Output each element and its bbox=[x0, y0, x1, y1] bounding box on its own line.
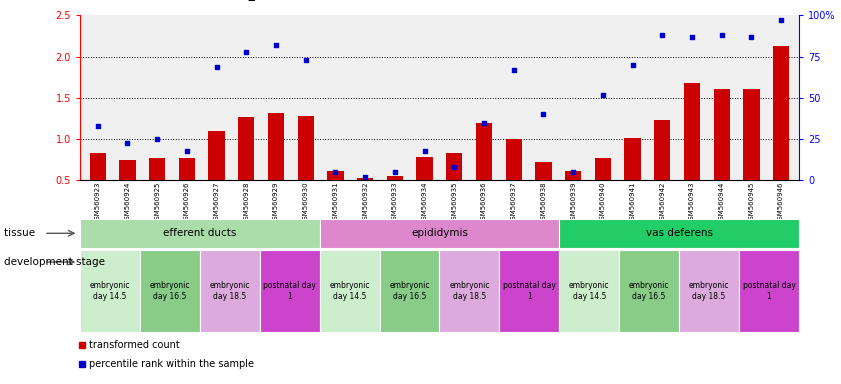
Bar bbox=[619, 250, 679, 332]
Bar bbox=[535, 162, 552, 180]
Bar bbox=[320, 219, 559, 248]
Point bbox=[91, 123, 104, 129]
Point bbox=[121, 139, 135, 146]
Point bbox=[596, 91, 610, 98]
Bar bbox=[80, 219, 320, 248]
Bar bbox=[327, 171, 344, 180]
Bar bbox=[565, 170, 581, 180]
Bar bbox=[80, 250, 140, 332]
Bar bbox=[773, 46, 790, 180]
Bar bbox=[595, 158, 611, 180]
Point bbox=[775, 17, 788, 23]
Bar bbox=[267, 113, 284, 180]
Text: postnatal day
1: postnatal day 1 bbox=[503, 281, 556, 301]
Bar bbox=[446, 153, 463, 180]
Point bbox=[151, 136, 164, 142]
Bar bbox=[739, 250, 799, 332]
Bar bbox=[238, 117, 255, 180]
Point bbox=[626, 62, 639, 68]
Text: embryonic
day 16.5: embryonic day 16.5 bbox=[150, 281, 190, 301]
Point bbox=[358, 174, 372, 180]
Bar bbox=[505, 139, 522, 180]
Bar bbox=[559, 250, 619, 332]
Point bbox=[180, 148, 193, 154]
Bar bbox=[178, 158, 195, 180]
Point bbox=[744, 34, 758, 40]
Bar bbox=[654, 120, 670, 180]
Bar bbox=[559, 219, 799, 248]
Text: vas deferens: vas deferens bbox=[646, 228, 712, 238]
Text: postnatal day
1: postnatal day 1 bbox=[743, 281, 796, 301]
Bar bbox=[260, 250, 320, 332]
Bar bbox=[416, 157, 433, 180]
Point bbox=[389, 169, 402, 175]
Point bbox=[685, 34, 699, 40]
Text: embryonic
day 18.5: embryonic day 18.5 bbox=[689, 281, 729, 301]
Bar bbox=[476, 123, 492, 180]
Text: percentile rank within the sample: percentile rank within the sample bbox=[89, 359, 254, 369]
Point bbox=[507, 67, 521, 73]
Point bbox=[210, 63, 224, 70]
Point bbox=[715, 32, 728, 38]
Bar bbox=[439, 250, 500, 332]
Bar bbox=[119, 160, 135, 180]
Bar bbox=[624, 137, 641, 180]
Bar bbox=[387, 175, 403, 180]
Text: embryonic
day 14.5: embryonic day 14.5 bbox=[90, 281, 130, 301]
Bar bbox=[357, 178, 373, 180]
Point bbox=[269, 42, 283, 48]
Bar bbox=[89, 153, 106, 180]
Bar bbox=[743, 89, 759, 180]
Bar bbox=[298, 116, 314, 180]
Bar bbox=[199, 250, 260, 332]
Point bbox=[299, 57, 313, 63]
Bar bbox=[713, 89, 730, 180]
Bar bbox=[500, 250, 559, 332]
Point bbox=[329, 169, 342, 175]
Point bbox=[447, 164, 461, 170]
Point bbox=[418, 148, 431, 154]
Text: epididymis: epididymis bbox=[411, 228, 468, 238]
Bar bbox=[679, 250, 739, 332]
Text: development stage: development stage bbox=[4, 257, 108, 267]
Text: postnatal day
1: postnatal day 1 bbox=[263, 281, 316, 301]
Text: embryonic
day 14.5: embryonic day 14.5 bbox=[569, 281, 610, 301]
Bar bbox=[149, 158, 166, 180]
Text: embryonic
day 14.5: embryonic day 14.5 bbox=[330, 281, 370, 301]
Bar bbox=[209, 131, 225, 180]
Text: embryonic
day 16.5: embryonic day 16.5 bbox=[629, 281, 669, 301]
Point bbox=[477, 120, 490, 126]
Text: efferent ducts: efferent ducts bbox=[163, 228, 236, 238]
Text: transformed count: transformed count bbox=[89, 340, 180, 350]
Text: embryonic
day 18.5: embryonic day 18.5 bbox=[209, 281, 250, 301]
Point bbox=[240, 49, 253, 55]
Text: tissue: tissue bbox=[4, 228, 39, 238]
Bar bbox=[684, 83, 701, 180]
Bar bbox=[140, 250, 199, 332]
Point bbox=[655, 32, 669, 38]
Point bbox=[537, 111, 550, 118]
Bar bbox=[320, 250, 379, 332]
Bar bbox=[379, 250, 439, 332]
Text: embryonic
day 16.5: embryonic day 16.5 bbox=[389, 281, 430, 301]
Text: embryonic
day 18.5: embryonic day 18.5 bbox=[449, 281, 489, 301]
Point bbox=[566, 169, 579, 175]
